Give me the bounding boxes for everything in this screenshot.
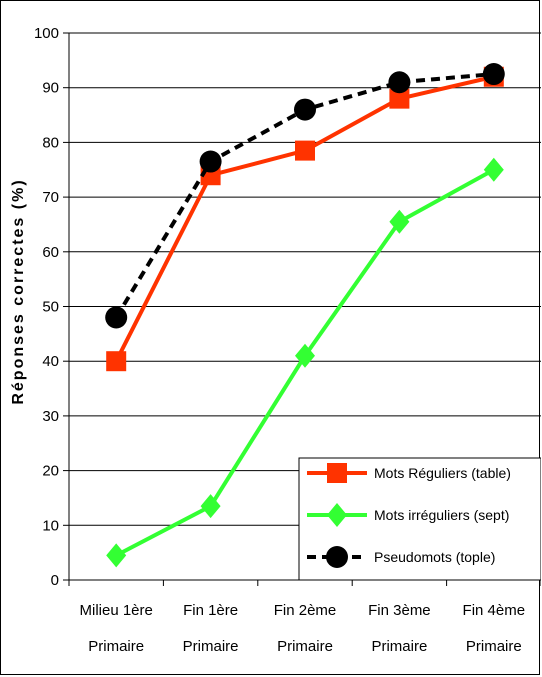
y-tick-label: 90 — [42, 80, 59, 97]
x-tick-label: Primaire — [466, 638, 522, 655]
x-tick-label: Fin 3ème — [368, 602, 431, 619]
legend-marker — [326, 546, 348, 568]
x-tick-label: Primaire — [88, 638, 144, 655]
y-tick-label: 10 — [42, 517, 59, 534]
legend-marker — [327, 463, 347, 483]
data-point — [295, 343, 315, 368]
data-point — [105, 306, 128, 329]
data-point — [389, 209, 410, 234]
series-1 — [106, 157, 504, 568]
y-tick-label: 30 — [42, 408, 59, 425]
y-tick-label: 50 — [42, 299, 59, 316]
y-tick-labels: 0 10 20 30 40 50 60 70 80 90 100 — [34, 25, 59, 589]
legend-label: Mots Réguliers (table) — [374, 465, 511, 481]
data-point — [295, 140, 315, 161]
series-lines — [105, 63, 505, 568]
data-point — [388, 71, 411, 94]
x-tick-label: Primaire — [371, 638, 427, 655]
y-tick-label: 80 — [42, 134, 59, 151]
data-point — [483, 157, 504, 182]
data-point — [199, 150, 222, 173]
y-tick-label: 20 — [42, 463, 59, 480]
legend-label: Mots irréguliers (sept) — [374, 507, 509, 523]
data-point — [200, 494, 221, 519]
series-2 — [105, 63, 505, 329]
x-tick-label: Primaire — [277, 638, 333, 655]
y-tick-label: 60 — [42, 244, 59, 261]
legend-label: Pseudomots (tople) — [374, 549, 495, 565]
x-tick-label: Milieu 1ère — [80, 602, 153, 619]
x-tick-label: Fin 4ème — [463, 602, 526, 619]
data-point — [106, 351, 127, 372]
x-tick-label: Fin 2ème — [274, 602, 337, 619]
gridlines — [69, 32, 541, 526]
data-point — [389, 88, 410, 109]
x-tick-label: Fin 1ère — [183, 602, 238, 619]
y-tick-label: 0 — [51, 572, 59, 589]
y-tick-label: 40 — [42, 353, 59, 370]
x-tick-labels: Milieu 1ère Primaire Fin 1ère Primaire Fin 2… — [80, 602, 526, 655]
data-point — [106, 543, 127, 568]
y-tick-label: 100 — [34, 25, 59, 42]
legend: Mots Réguliers (table) Mots irréguliers (… — [298, 457, 541, 581]
data-point — [482, 63, 505, 86]
y-tick-label: 70 — [42, 189, 59, 206]
x-tick-label: Primaire — [183, 638, 239, 655]
data-point — [294, 98, 316, 121]
legend-marker — [327, 503, 347, 527]
y-axis-label: Réponses correctes (%) — [10, 178, 27, 404]
